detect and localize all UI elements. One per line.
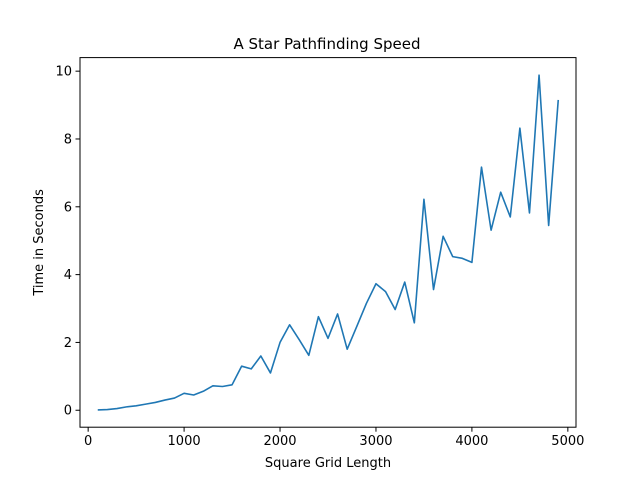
x-axis-label: Square Grid Length bbox=[265, 456, 391, 471]
axes-frame bbox=[79, 57, 577, 428]
series-line bbox=[97, 74, 560, 411]
plot-area bbox=[97, 74, 560, 411]
x-tick-label: 5000 bbox=[551, 434, 584, 449]
x-tick-label: 4000 bbox=[455, 434, 488, 449]
y-tick-label: 6 bbox=[64, 200, 72, 215]
chart-title: A Star Pathfinding Speed bbox=[234, 35, 421, 53]
y-tick-label: 0 bbox=[64, 404, 72, 419]
y-tick-label: 8 bbox=[64, 132, 72, 147]
x-tick-label: 1000 bbox=[168, 434, 201, 449]
y-axis-label: Time in Seconds bbox=[32, 189, 47, 297]
x-axis: 0 1000 2000 3000 4000 5000 bbox=[84, 427, 584, 449]
x-tick-label: 2000 bbox=[263, 434, 296, 449]
y-tick-label: 2 bbox=[64, 336, 72, 351]
y-axis: 0 2 4 6 8 10 bbox=[55, 65, 80, 419]
x-tick-label: 0 bbox=[84, 434, 92, 449]
y-tick-label: 10 bbox=[55, 65, 72, 80]
x-tick-label: 3000 bbox=[359, 434, 392, 449]
y-tick-label: 4 bbox=[64, 268, 72, 283]
